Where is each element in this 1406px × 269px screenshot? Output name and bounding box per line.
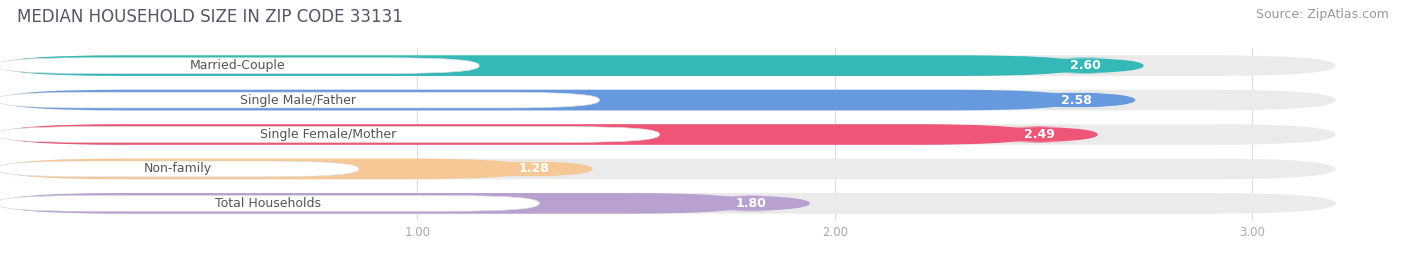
- Text: 1.80: 1.80: [735, 197, 766, 210]
- FancyBboxPatch shape: [0, 55, 1085, 76]
- FancyBboxPatch shape: [0, 90, 1077, 110]
- Text: 1.28: 1.28: [519, 162, 550, 175]
- Text: 2.60: 2.60: [1070, 59, 1101, 72]
- FancyBboxPatch shape: [475, 161, 593, 177]
- Text: Non-family: Non-family: [143, 162, 211, 175]
- Text: 2.49: 2.49: [1024, 128, 1054, 141]
- FancyBboxPatch shape: [0, 90, 1336, 110]
- Text: Single Male/Father: Single Male/Father: [239, 94, 356, 107]
- Text: 2.58: 2.58: [1062, 94, 1092, 107]
- FancyBboxPatch shape: [0, 127, 659, 142]
- FancyBboxPatch shape: [0, 196, 540, 211]
- FancyBboxPatch shape: [0, 193, 751, 214]
- FancyBboxPatch shape: [0, 55, 1336, 76]
- FancyBboxPatch shape: [981, 126, 1098, 143]
- Text: Married-Couple: Married-Couple: [190, 59, 285, 72]
- FancyBboxPatch shape: [1018, 92, 1135, 108]
- FancyBboxPatch shape: [1026, 58, 1143, 74]
- FancyBboxPatch shape: [0, 58, 479, 73]
- Text: Total Households: Total Households: [215, 197, 321, 210]
- FancyBboxPatch shape: [0, 124, 1336, 145]
- FancyBboxPatch shape: [0, 92, 599, 108]
- FancyBboxPatch shape: [0, 159, 534, 179]
- Text: Single Female/Mother: Single Female/Mother: [260, 128, 395, 141]
- FancyBboxPatch shape: [0, 124, 1039, 145]
- FancyBboxPatch shape: [0, 161, 359, 177]
- Text: MEDIAN HOUSEHOLD SIZE IN ZIP CODE 33131: MEDIAN HOUSEHOLD SIZE IN ZIP CODE 33131: [17, 8, 402, 26]
- FancyBboxPatch shape: [0, 193, 1336, 214]
- FancyBboxPatch shape: [0, 159, 1336, 179]
- FancyBboxPatch shape: [693, 195, 810, 211]
- Text: Source: ZipAtlas.com: Source: ZipAtlas.com: [1256, 8, 1389, 21]
